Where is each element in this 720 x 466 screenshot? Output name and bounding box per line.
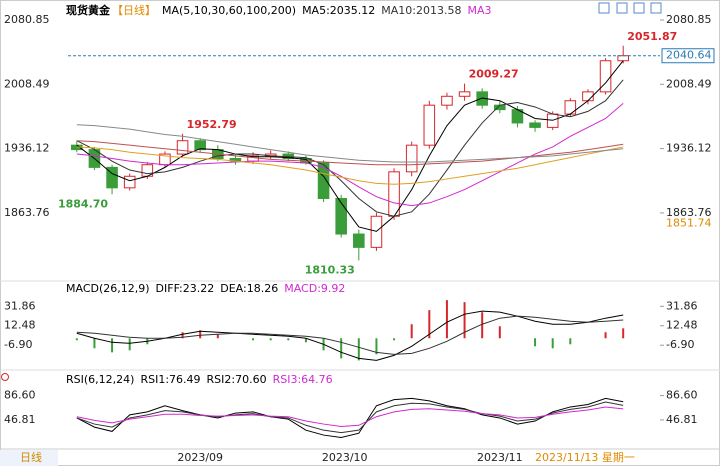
price-tag-label: 2040.64 <box>666 49 712 62</box>
indicator-line <box>76 401 624 434</box>
legend-label: MA(5,10,30,60,100,200) <box>162 4 297 17</box>
legend: MA(5,10,30,60,100,200) MA5:2035.12 MA10:20… <box>162 4 498 17</box>
y-tick-label: 31.86 <box>666 299 698 312</box>
candle-body <box>423 104 436 146</box>
y-tick-label: 31.86 <box>4 299 36 312</box>
y-tick-label: 12.48 <box>666 319 698 332</box>
candle-body <box>335 197 347 235</box>
y-tick-label: 2008.49 <box>4 77 50 90</box>
x-tick-label: 2023/09 <box>177 451 223 464</box>
indicator-line <box>76 310 624 361</box>
y-tick-label: 1863.76 <box>666 206 712 219</box>
candle-body <box>388 171 400 217</box>
rsi-header: RSI(6,12,24) RSI1:76.49 RSI2:70.60 RSI3:64.… <box>66 373 339 386</box>
indicator-line <box>76 124 624 163</box>
legend-label: RSI3:64.76 <box>272 373 333 386</box>
legend-label: MACD(26,12,9) <box>66 282 150 295</box>
y-tick-label: 12.48 <box>4 319 36 332</box>
y-tick-label: -6.90 <box>666 338 694 351</box>
annotation: 1952.79 <box>187 118 237 131</box>
main-header: 现货黄金 【日线】 MA(5,10,30,60,100,200) MA5:2035.1… <box>66 2 504 18</box>
candle-body <box>194 140 206 151</box>
y-tick-label: 1936.12 <box>666 142 712 155</box>
indicator-line <box>76 397 624 439</box>
legend-label: MA3 <box>467 4 492 17</box>
footer-tab[interactable] <box>0 450 58 466</box>
period: 【日线】 <box>112 4 156 17</box>
annotation: 2051.87 <box>627 30 677 43</box>
y-tick-label: 2080.85 <box>666 13 712 26</box>
candle-body <box>617 55 629 62</box>
footer-period[interactable]: 日线 <box>20 450 42 464</box>
y-tick-label: 46.81 <box>4 413 36 426</box>
indicator-line <box>76 103 624 207</box>
candle-body <box>405 144 418 173</box>
y-tick-label: 2080.85 <box>4 13 50 26</box>
x-tick-label: 2023/10 <box>322 451 368 464</box>
y-tick-label: -6.90 <box>4 338 32 351</box>
indicator-line <box>76 79 624 217</box>
legend-label: MACD:9.92 <box>284 282 346 295</box>
candle-body <box>564 100 577 115</box>
macd-header: MACD(26,12,9) DIFF:23.22 DEA:18.26 MACD:9.9… <box>66 282 351 295</box>
candle-body <box>106 166 118 189</box>
annotation: 1884.70 <box>58 197 108 210</box>
annotation: 2009.27 <box>469 68 519 81</box>
indicator-line <box>76 146 624 185</box>
indicator-line <box>76 315 624 355</box>
candle-body <box>176 140 189 155</box>
legend-label: DIFF:23.22 <box>155 282 215 295</box>
candle-body <box>529 122 541 128</box>
candle-body <box>458 91 471 97</box>
icon[interactable] <box>633 2 645 14</box>
legend-label: RSI1:76.49 <box>140 373 201 386</box>
y-tick-label: 46.81 <box>666 413 698 426</box>
y-tick-label: 86.60 <box>4 389 36 402</box>
legend-label: MA10:2013.58 <box>381 4 462 17</box>
candle-body <box>441 95 453 106</box>
candle-body <box>123 175 136 189</box>
y-tick-label: 1936.12 <box>4 142 50 155</box>
legend-label: RSI(6,12,24) <box>66 373 135 386</box>
y-tick-label: 2008.49 <box>666 77 712 90</box>
y-tick-label: 1863.76 <box>4 206 50 219</box>
icon[interactable] <box>598 2 610 14</box>
indicator-line <box>76 60 624 232</box>
icon[interactable] <box>650 2 662 14</box>
y-tick-label: 86.60 <box>666 389 698 402</box>
legend-label: MA5:2035.12 <box>302 4 376 17</box>
price-tag <box>661 48 715 64</box>
x-tick-label: 2023/11 <box>477 451 523 464</box>
icon <box>1 373 9 381</box>
candle-body <box>317 162 330 199</box>
footer-date: 2023/11/13 星期一 <box>535 451 635 464</box>
price-tag-label: 1851.74 <box>666 217 712 230</box>
indicator-line <box>76 140 624 166</box>
icon[interactable] <box>616 2 628 14</box>
legend-label: RSI2:70.60 <box>206 373 267 386</box>
legend-label: DEA:18.26 <box>220 282 279 295</box>
indicator-line <box>76 406 624 428</box>
title: 现货黄金 <box>66 4 110 17</box>
annotation: 1810.33 <box>305 263 355 276</box>
candle-body <box>582 91 594 102</box>
candle-body <box>353 233 365 248</box>
toolbar-icons[interactable] <box>598 2 662 14</box>
